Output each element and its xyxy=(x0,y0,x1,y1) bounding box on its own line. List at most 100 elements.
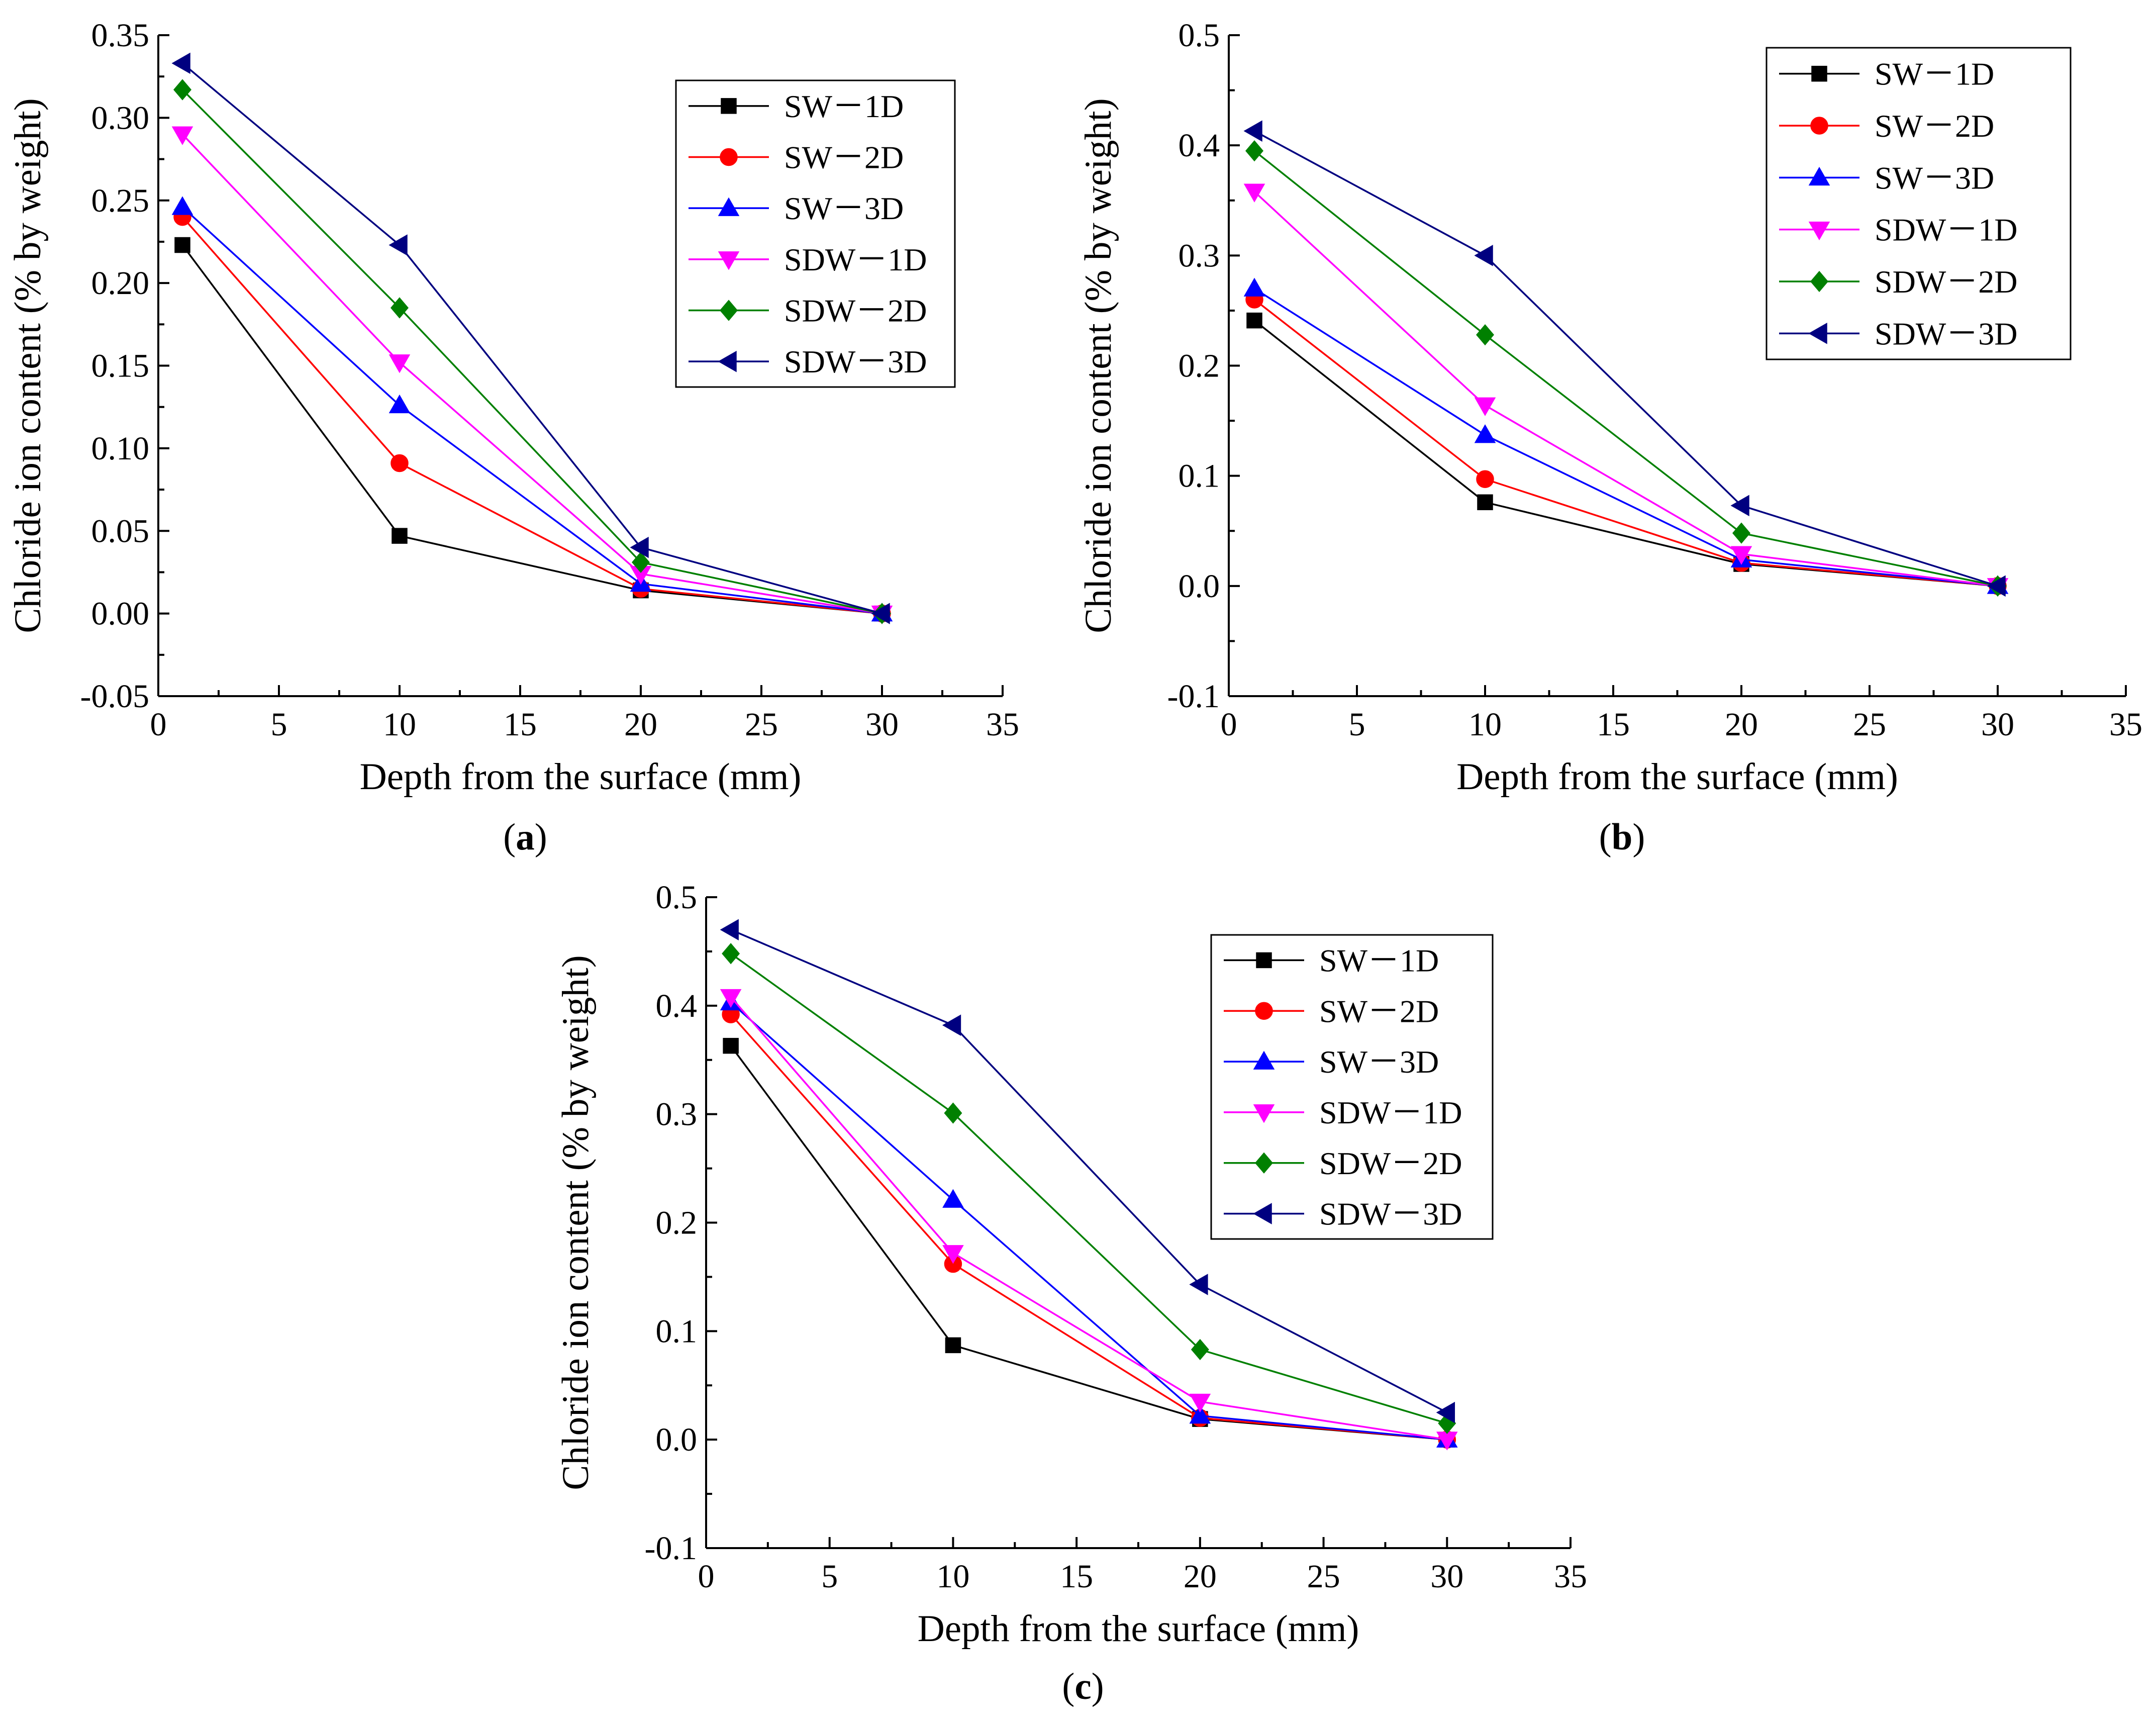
x-tick-label: 0 xyxy=(1221,706,1237,743)
data-point xyxy=(388,394,411,414)
chart-panel-b: 0 5 10 15 20 25 30 35 -0.1 0.0 0.1 0.2 0.3 0.4 0.5 Dept… xyxy=(1077,17,2142,858)
y-axis-title: Chloride ion content (% by weight) xyxy=(1077,98,1119,633)
legend: SW－1D SW－2D SW－3D SDW－1D SDW－2D SDW－3D xyxy=(1210,934,1494,1240)
y-tick-label: 0.00 xyxy=(91,596,150,632)
y-tick-label: 0.5 xyxy=(656,879,698,916)
legend-entry: SW－3D xyxy=(1319,1044,1439,1080)
x-tick-label: 35 xyxy=(986,706,1019,743)
data-point xyxy=(1436,1401,1455,1423)
y-tick-label: 0.4 xyxy=(1179,127,1220,164)
series-line xyxy=(1254,130,1998,587)
series-line xyxy=(1253,299,1998,587)
legend-entry: SW－2D xyxy=(1875,108,1994,144)
x-tick-label: 0 xyxy=(698,1558,715,1595)
data-point xyxy=(1245,140,1263,162)
x-tick-label: 30 xyxy=(1981,706,2014,743)
x-tick-label: 10 xyxy=(383,706,416,743)
data-point xyxy=(720,919,739,941)
legend-marker xyxy=(1808,221,1830,241)
series-5 xyxy=(1243,120,2006,597)
caption-open: ( xyxy=(1062,1666,1074,1707)
panel-caption: (c) xyxy=(1062,1666,1104,1707)
legend-marker xyxy=(1253,1203,1272,1224)
y-tick-label: 0.3 xyxy=(656,1096,698,1133)
y-tick-label: 0.1 xyxy=(1179,458,1220,495)
legend-marker xyxy=(1811,65,1827,82)
legend-marker xyxy=(718,350,737,372)
x-tick-label: 35 xyxy=(1554,1558,1587,1595)
y-tick-label: 0.0 xyxy=(656,1421,698,1458)
series-line xyxy=(181,62,883,615)
y-axis-title: Chloride ion content (% by weight) xyxy=(7,98,49,633)
data-point xyxy=(1243,277,1265,297)
x-tick-label: 25 xyxy=(745,706,778,743)
legend-entry: SW－2D xyxy=(1319,993,1439,1029)
data-point xyxy=(1730,495,1749,517)
legend-marker xyxy=(1810,270,1828,293)
x-tick-label: 15 xyxy=(1597,706,1630,743)
legend-box xyxy=(1766,47,2072,360)
legend-entry: SDW－1D xyxy=(784,242,927,277)
y-tick-label: -0.05 xyxy=(80,678,149,715)
legend-entry: SDW－3D xyxy=(1319,1196,1462,1232)
data-point xyxy=(944,1102,962,1124)
series-line xyxy=(181,89,883,615)
series-line xyxy=(1254,288,1998,587)
series-5 xyxy=(171,52,890,624)
data-point xyxy=(722,943,740,965)
data-point xyxy=(1474,424,1496,443)
data-point xyxy=(388,234,408,256)
legend-entry: SW－1D xyxy=(1875,56,1994,92)
y-tick-label: 0.0 xyxy=(1179,568,1220,605)
legend-entry: SW－3D xyxy=(1875,160,1994,196)
y-axis-title: Chloride ion content (% by weight) xyxy=(555,955,597,1490)
legend-marker xyxy=(721,98,737,114)
y-tick-label: 0.10 xyxy=(91,430,150,467)
x-tick-label: 5 xyxy=(271,706,287,743)
chart-panel-a: 0 5 10 15 20 25 30 35 -0.05 0.00 0.05 0.10 0.15 0.20 0… xyxy=(7,17,1019,858)
y-tick-label: 0.4 xyxy=(656,988,698,1024)
legend-marker xyxy=(1253,1050,1275,1070)
caption-close: ) xyxy=(1092,1666,1104,1707)
legend: SW－1D SW－2D SW－3D SDW－1D SDW－2D SDW－3D xyxy=(675,79,956,388)
y-tick-label: 0.30 xyxy=(91,100,150,136)
data-point xyxy=(945,1337,961,1354)
x-tick-label: 15 xyxy=(504,706,537,743)
x-axis-title: Depth from the surface (mm) xyxy=(918,1608,1359,1650)
caption-close: ) xyxy=(1632,816,1645,858)
data-point xyxy=(1477,494,1493,511)
y-tick-label: 0.2 xyxy=(656,1205,698,1241)
legend-marker xyxy=(720,148,738,166)
caption-open: ( xyxy=(1599,816,1612,858)
legend-marker xyxy=(1808,323,1827,344)
y-tick-label: -0.1 xyxy=(1167,678,1220,715)
y-tick-label: -0.1 xyxy=(645,1530,697,1567)
data-point xyxy=(871,603,890,624)
legend-entry: SW－3D xyxy=(784,190,904,226)
x-tick-label: 0 xyxy=(150,706,167,743)
series-line xyxy=(730,929,1448,1413)
data-point xyxy=(171,126,193,145)
data-point xyxy=(1474,245,1493,266)
series-5 xyxy=(720,919,1455,1423)
data-point xyxy=(173,79,191,101)
y-tick-label: 0.2 xyxy=(1179,348,1220,385)
panel-caption: (b) xyxy=(1599,816,1645,858)
data-point xyxy=(1987,575,2006,597)
x-tick-label: 10 xyxy=(1468,706,1502,743)
y-tick-label: 0.20 xyxy=(91,265,150,302)
legend-entry: SDW－1D xyxy=(1319,1095,1462,1130)
legend-entry: SDW－3D xyxy=(784,344,927,379)
caption-letter: a xyxy=(516,816,535,858)
data-point xyxy=(942,1245,964,1264)
series-line xyxy=(1253,190,1998,587)
y-tick-label: 0.15 xyxy=(91,348,150,385)
x-tick-label: 5 xyxy=(1349,706,1365,743)
x-tick-label: 25 xyxy=(1307,1558,1340,1595)
data-point xyxy=(1243,183,1265,203)
series-line xyxy=(1253,150,1998,587)
data-point xyxy=(1246,312,1262,329)
caption-open: ( xyxy=(503,816,516,858)
data-point xyxy=(388,354,411,373)
